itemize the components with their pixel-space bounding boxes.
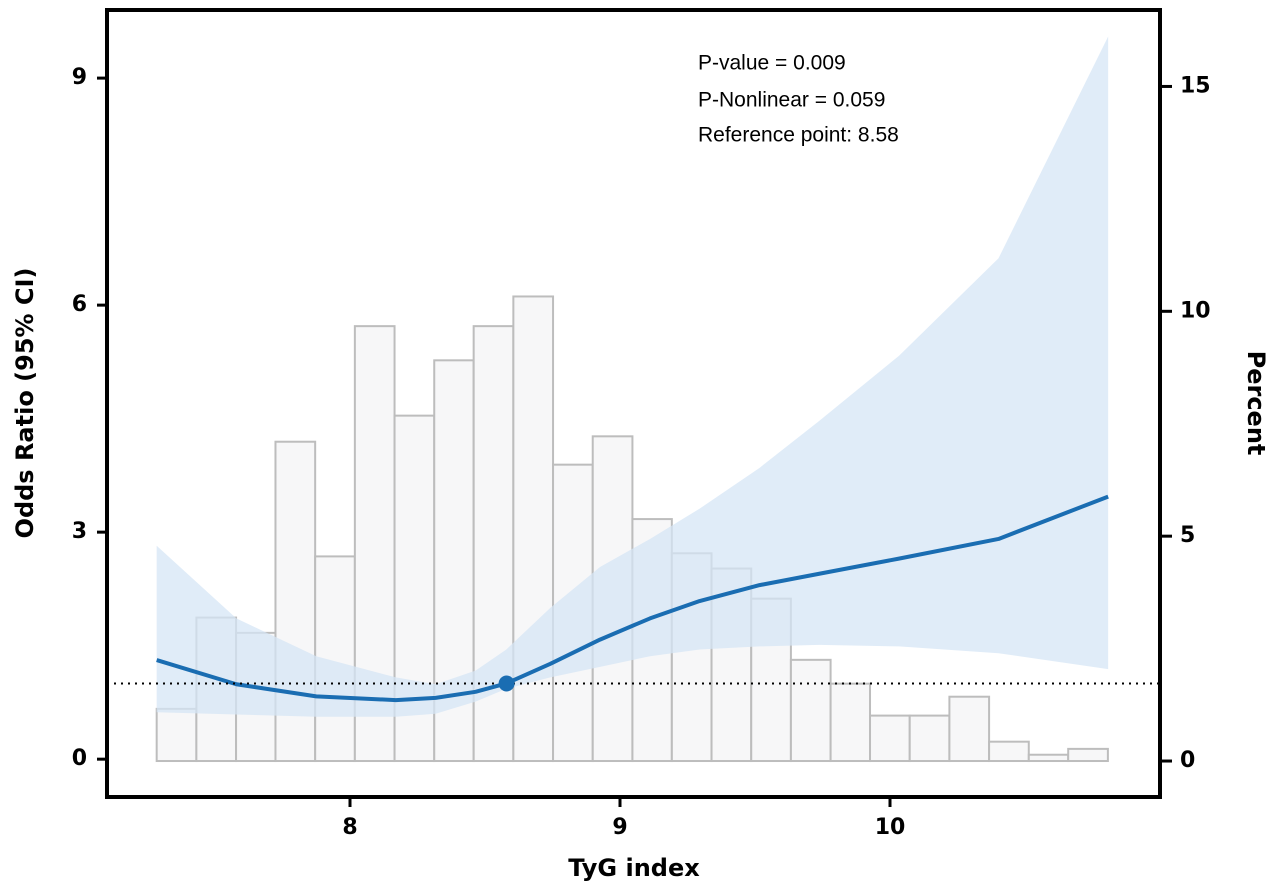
y-tick-label: 6 bbox=[72, 292, 87, 317]
histogram-bar bbox=[789, 658, 832, 763]
y2-tick-label: 10 bbox=[1180, 298, 1211, 323]
y-axis-label: Odds Ratio (95% CI) bbox=[11, 268, 39, 539]
y2-tick-label: 15 bbox=[1180, 73, 1211, 98]
histogram-bar bbox=[1027, 753, 1070, 763]
histogram-bar bbox=[829, 682, 872, 763]
histogram-bar bbox=[869, 714, 911, 763]
annotation: P-Nonlinear = 0.059 bbox=[698, 89, 885, 112]
x-tick-label: 8 bbox=[342, 815, 357, 840]
reference-point bbox=[498, 675, 515, 692]
x-axis-label: TyG index bbox=[568, 854, 700, 882]
y-tick-label: 0 bbox=[72, 746, 87, 771]
x-tick-label: 10 bbox=[875, 815, 906, 840]
y2-tick-label: 0 bbox=[1180, 748, 1195, 773]
histogram-bar bbox=[1067, 747, 1109, 763]
histogram-bar bbox=[155, 707, 198, 763]
confidence-band bbox=[156, 36, 1109, 717]
histogram-bar bbox=[948, 695, 991, 763]
histogram-bar bbox=[512, 295, 555, 763]
y-tick-label: 3 bbox=[72, 519, 87, 544]
y2-tick-label: 5 bbox=[1180, 523, 1195, 548]
annotation: P-value = 0.009 bbox=[698, 52, 846, 75]
plot-frame bbox=[105, 8, 1162, 799]
x-tick-label: 9 bbox=[612, 815, 627, 840]
spline-line bbox=[156, 494, 1109, 703]
histogram-bar bbox=[908, 714, 951, 763]
annotation: Reference point: 8.58 bbox=[698, 124, 899, 147]
y-tick-label: 9 bbox=[72, 65, 87, 90]
y2-axis-label: Percent bbox=[1242, 351, 1270, 456]
histogram-bar bbox=[988, 740, 1030, 763]
